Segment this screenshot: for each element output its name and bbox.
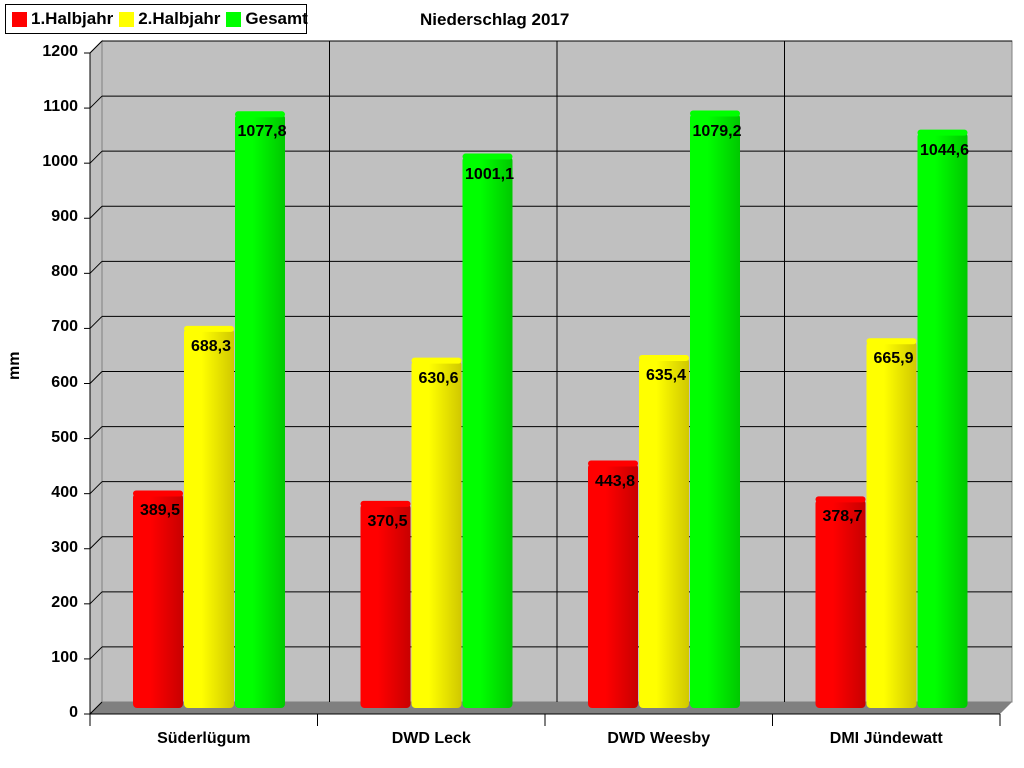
y-tick-label: 1200 [42,43,78,60]
y-tick-label: 400 [51,483,78,501]
bar-1-halbjahr [588,463,638,708]
bar-1-halbjahr [815,499,866,708]
data-label: 1001,1 [465,165,514,183]
bar-2-halbjahr [866,341,917,708]
bar-2-halbjahr [184,328,234,708]
x-category-label: Süderlügum [157,730,251,747]
bar-cap [360,500,411,507]
legend-swatch-yellow [119,11,135,27]
bar-cap [462,153,513,160]
y-tick-label: 1000 [42,153,78,171]
gridline-diagonal [89,260,103,274]
legend-label: 1.Halbjahr [31,9,114,28]
gridline-diagonal [89,646,103,660]
gridline-diagonal [89,536,103,550]
legend-swatch-red [12,11,27,27]
x-category-label: DWD Weesby [607,730,711,747]
bar-cap [690,110,740,117]
gridline-diagonal [89,591,103,605]
bar-cap [411,357,462,364]
bar-gesamt [235,114,285,709]
gridline-diagonal [89,481,103,495]
legend-label: 2.Halbjahr [138,9,221,28]
bar-gesamt [917,132,968,709]
bar-1-halbjahr [133,493,183,708]
y-tick-label: 600 [51,373,78,391]
legend-swatch-green [226,11,242,27]
data-label: 389,5 [139,502,181,520]
data-label: 370,5 [367,512,408,530]
legend-item-2-halbjahr: 2.Halbjahr [119,9,220,29]
bar-cap [917,129,968,136]
gridline-diagonal [89,40,103,54]
bar-gesamt [462,156,513,709]
gridline-diagonal [89,150,103,164]
gridline-diagonal [89,205,103,219]
bar-gesamt [690,113,740,709]
data-label: 443,8 [594,472,636,490]
gridline-diagonal [89,316,103,329]
y-tick-label: 300 [51,538,78,556]
chart-title: Niederschlag 2017 [420,10,570,29]
bar-cap [133,490,183,497]
gridline-diagonal [89,426,103,439]
legend-item-gesamt: Gesamt [226,9,308,29]
legend-item-1-halbjahr: 1.Halbjahr [12,9,113,29]
bar-cap [866,338,917,345]
gridline-diagonal [89,95,103,109]
bar-cap [639,355,689,362]
x-category-label: DWD Leck [391,730,471,747]
gridline-diagonal [89,701,103,715]
y-tick-label: 800 [51,263,78,281]
data-label: 630,6 [418,369,459,387]
data-label: 1077,8 [237,123,287,141]
data-label: 688,3 [190,337,232,355]
y-tick-label: 0 [69,704,78,721]
gridline-diagonal [89,371,103,384]
bar-2-halbjahr [411,360,462,708]
data-label: 665,9 [873,350,914,368]
y-tick-label: 1100 [43,98,78,116]
chart-legend: 1.Halbjahr 2.Halbjahr Gesamt [5,4,308,34]
y-tick-label: 200 [51,593,78,611]
data-label: 378,7 [822,508,863,526]
y-tick-label: 500 [51,428,78,446]
legend-label: Gesamt [245,9,308,28]
bar-1-halbjahr [360,503,411,708]
data-label: 1079,2 [692,122,742,140]
y-tick-label: 900 [51,208,78,226]
y-tick-label: 700 [51,318,78,336]
bar-cap [235,111,285,118]
data-label: 1044,6 [920,141,969,159]
x-category-label: DMI Jündewatt [829,730,943,747]
bar-2-halbjahr [639,358,689,708]
plot-floor [90,702,1012,714]
bar-cap [815,496,866,503]
data-label: 635,4 [645,367,687,384]
bar-cap [588,460,638,467]
y-tick-label: 100 [51,648,78,666]
bar-cap [184,325,234,332]
